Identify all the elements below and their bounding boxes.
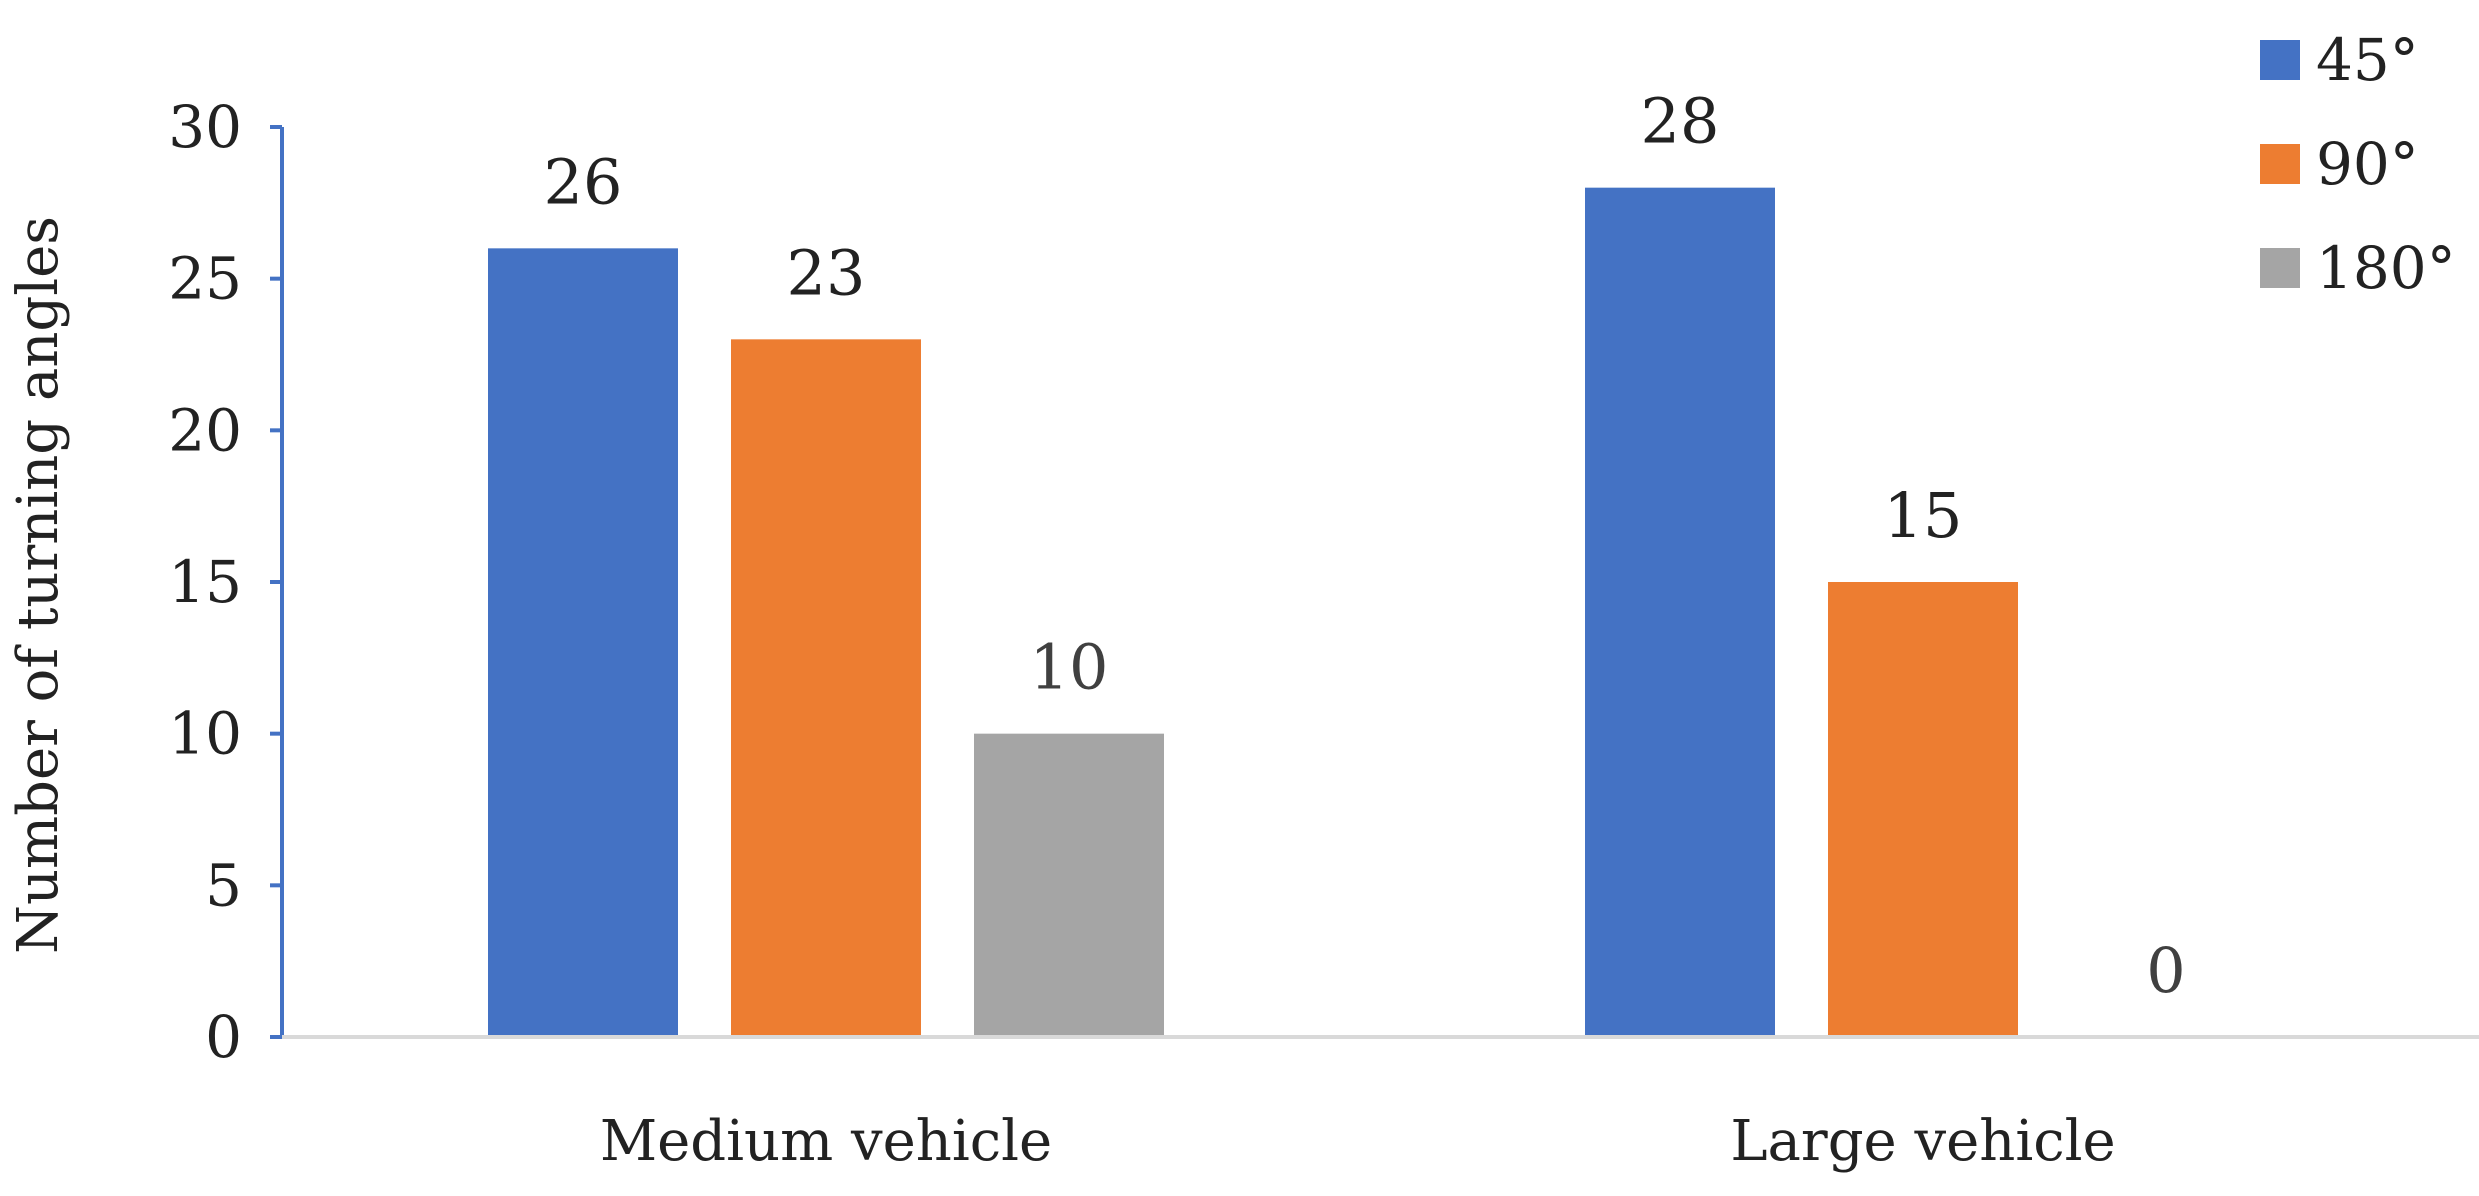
legend-swatch	[2260, 40, 2300, 80]
x-category-label: Medium vehicle	[600, 1109, 1052, 1174]
legend-label: 90°	[2316, 130, 2419, 198]
y-tick-label: 25	[168, 245, 242, 313]
y-tick-label: 5	[205, 851, 242, 919]
y-tick-label: 30	[168, 93, 242, 161]
y-axis-title: Number of turning angles	[6, 216, 71, 954]
y-tick-label: 15	[168, 548, 242, 616]
x-axis: Medium vehicle Large vehicle	[282, 1035, 2479, 1174]
legend-swatch	[2260, 248, 2300, 288]
y-axis: 0 5 10 15 20 25 30	[168, 93, 284, 1071]
x-category-label: Large vehicle	[1730, 1109, 2115, 1174]
data-label: 0	[2146, 934, 2185, 1007]
bar	[1585, 187, 1775, 1037]
legend: 45° 90° 180°	[2260, 26, 2456, 302]
data-labels: 26 23 10 28 15 0	[544, 85, 2186, 1007]
bar	[488, 248, 678, 1038]
data-label: 28	[1641, 85, 1720, 158]
bar	[974, 733, 1164, 1037]
y-tick-label: 10	[168, 700, 242, 768]
y-tick-label: 0	[205, 1003, 242, 1071]
legend-label: 180°	[2316, 234, 2456, 302]
bar	[1828, 582, 2018, 1037]
data-label: 26	[544, 145, 623, 218]
data-label: 23	[787, 236, 866, 309]
legend-swatch	[2260, 144, 2300, 184]
data-label: 15	[1884, 479, 1963, 552]
bar	[731, 339, 921, 1037]
legend-label: 45°	[2316, 26, 2419, 94]
y-tick-label: 20	[168, 396, 242, 464]
bars	[488, 187, 2018, 1038]
data-label: 10	[1030, 631, 1109, 704]
